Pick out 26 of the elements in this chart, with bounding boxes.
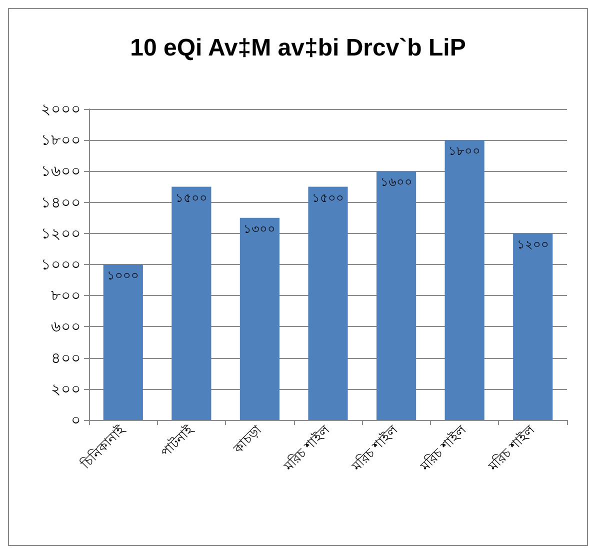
y-tick-label: ১০০০ <box>41 256 81 274</box>
bar <box>172 186 212 420</box>
data-label: ১৩০০ <box>244 222 276 236</box>
bar <box>103 264 143 420</box>
data-label: ১৫০০ <box>312 190 344 205</box>
y-tick-label: ১৬০০ <box>41 162 81 180</box>
data-label: ১২০০ <box>516 237 549 252</box>
y-tick-label: ১২০০ <box>41 224 81 242</box>
bar <box>444 140 484 420</box>
y-tick-label: ১৪০০ <box>41 193 81 212</box>
data-label: ১৬০০ <box>380 175 412 190</box>
y-tick-label: ৮০০ <box>51 286 81 305</box>
bar <box>513 233 553 420</box>
bar <box>308 186 348 420</box>
bar <box>240 218 280 420</box>
data-label: ১৮০০ <box>448 144 481 158</box>
data-label: ১০০০ <box>107 268 140 282</box>
y-tick-label: ৪০০ <box>51 348 81 367</box>
y-tick-label: ২০০ <box>51 380 81 398</box>
y-tick-label: ৬০০ <box>51 318 81 336</box>
bar <box>376 171 416 420</box>
y-tick-label: ১৮০০ <box>41 131 81 150</box>
data-label: ১৫০০ <box>175 190 208 205</box>
chart-title: 10 eQi Av‡M av‡bi Drcv`b LiP <box>130 34 466 62</box>
y-tick-label: ০ <box>71 411 81 429</box>
y-tick-label: ২০০০ <box>41 100 81 118</box>
